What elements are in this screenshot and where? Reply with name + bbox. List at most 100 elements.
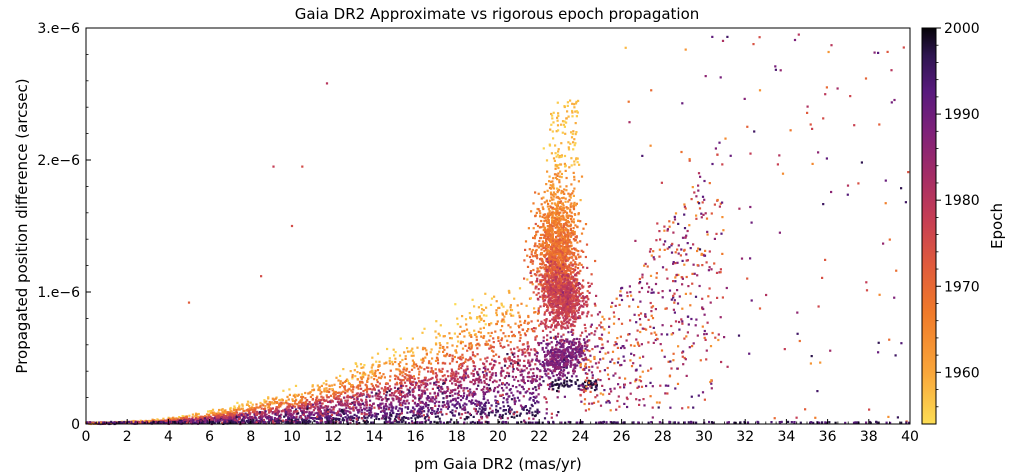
data-point (457, 372, 460, 375)
data-point (388, 385, 391, 388)
data-point (529, 297, 532, 300)
data-point (546, 225, 549, 228)
data-point (188, 414, 191, 417)
data-point (293, 405, 297, 408)
data-point (483, 335, 486, 338)
data-point (431, 387, 434, 390)
data-point (570, 261, 573, 264)
data-point (570, 241, 573, 244)
data-point (522, 408, 525, 411)
data-point (494, 399, 497, 402)
data-point (461, 353, 464, 356)
data-point (339, 398, 342, 401)
data-point (443, 335, 446, 338)
data-point (363, 413, 366, 416)
data-point (554, 231, 557, 234)
data-point (464, 376, 467, 379)
data-point (561, 228, 564, 232)
data-point (401, 395, 404, 398)
data-point (344, 399, 347, 402)
data-point (553, 224, 556, 227)
data-point (398, 365, 401, 368)
data-point (464, 371, 467, 374)
data-point (404, 406, 407, 409)
data-point (564, 222, 567, 225)
data-point (512, 368, 515, 371)
data-point (405, 385, 408, 388)
data-point (345, 378, 349, 381)
data-point (343, 396, 346, 399)
data-point (273, 402, 276, 405)
data-point (291, 399, 295, 402)
data-point (363, 364, 366, 367)
data-point (348, 406, 351, 409)
data-point (549, 239, 552, 242)
data-point (377, 365, 380, 368)
data-point (514, 376, 517, 379)
data-point (469, 400, 472, 404)
data-point (519, 323, 523, 327)
data-point (311, 394, 314, 397)
data-point (440, 408, 443, 411)
data-point (364, 373, 367, 376)
data-point (558, 242, 561, 245)
data-point (548, 342, 551, 345)
data-point (535, 211, 538, 214)
data-point (407, 392, 410, 395)
data-point (351, 384, 354, 387)
data-point (257, 406, 260, 409)
data-point (439, 390, 442, 393)
data-point (360, 412, 363, 415)
data-point (382, 373, 385, 376)
data-point (547, 215, 550, 218)
data-point (286, 405, 289, 408)
data-point (371, 414, 374, 417)
data-point (552, 284, 555, 287)
data-point (564, 235, 567, 238)
data-point (362, 419, 365, 422)
data-point (311, 385, 314, 388)
data-point (412, 390, 415, 393)
data-point (279, 402, 282, 406)
data-point (570, 220, 573, 223)
data-point (129, 421, 132, 424)
data-point (546, 170, 549, 173)
data-point (409, 374, 412, 377)
data-point (419, 410, 422, 413)
data-point (401, 374, 404, 377)
data-point (559, 271, 562, 275)
data-point (280, 410, 283, 413)
data-point (556, 259, 559, 262)
data-point (497, 355, 501, 358)
data-point (404, 377, 407, 380)
data-point (291, 406, 294, 409)
data-point (394, 383, 397, 386)
data-point (387, 416, 390, 419)
data-point (417, 412, 420, 415)
data-point (403, 381, 407, 384)
data-point (223, 417, 226, 420)
data-point (478, 344, 481, 347)
data-point (553, 243, 556, 246)
data-point (424, 419, 427, 422)
data-point (241, 407, 244, 410)
data-point (295, 416, 298, 419)
data-point (518, 331, 521, 334)
data-point (435, 383, 438, 386)
data-point (364, 416, 367, 419)
data-point (565, 235, 568, 238)
data-point (557, 218, 560, 221)
data-point (480, 311, 483, 314)
data-point (531, 380, 535, 383)
data-point (411, 394, 414, 397)
scatter-points (85, 33, 911, 426)
data-point (534, 243, 537, 246)
data-point (175, 417, 178, 420)
data-point (534, 396, 537, 399)
data-point (314, 404, 317, 407)
data-point (320, 418, 323, 421)
data-point (510, 391, 513, 394)
data-point (522, 406, 526, 409)
data-point (560, 265, 563, 268)
data-point (509, 406, 512, 409)
